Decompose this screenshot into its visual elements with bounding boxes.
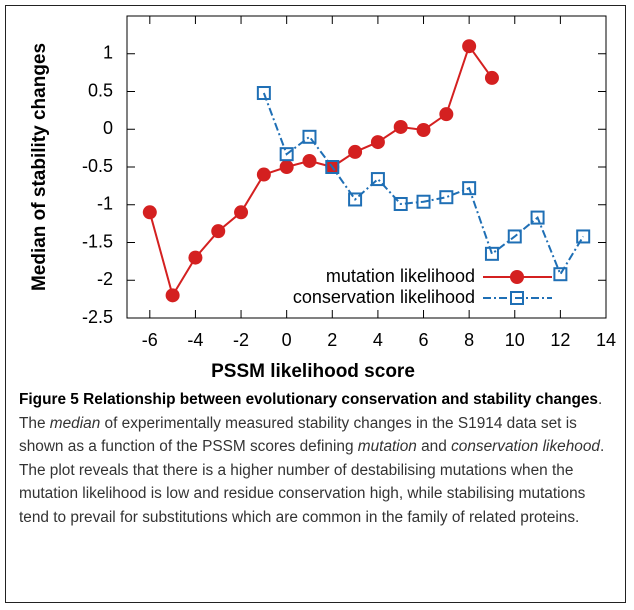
point [416, 123, 431, 138]
y-tick-label: -2 [97, 269, 113, 289]
y-tick-label: -1.5 [82, 231, 113, 251]
caption-text: mutation [357, 438, 417, 456]
point [484, 246, 499, 261]
x-tick-label: 8 [464, 330, 474, 350]
figure-frame [5, 5, 626, 603]
point [530, 210, 545, 225]
x-tick-label: 12 [550, 330, 570, 350]
point [325, 160, 340, 174]
y-tick-label: -2.5 [82, 307, 113, 327]
point [302, 129, 317, 144]
y-tick-label: 0 [103, 118, 113, 138]
point [439, 107, 454, 122]
point [188, 250, 203, 265]
legend-marker [510, 270, 524, 284]
y-tick-label: 0.5 [88, 80, 113, 100]
point [234, 205, 249, 220]
point [348, 144, 363, 159]
x-axis-label: PSSM likelihood score [211, 361, 415, 382]
caption-title: Figure 5 Relationship between evolutiona… [19, 391, 598, 408]
point [302, 153, 317, 168]
point [484, 70, 499, 85]
point [507, 229, 522, 244]
point [393, 196, 408, 211]
y-axis-label: Median of stability changes [29, 43, 50, 291]
point [211, 224, 226, 239]
point [393, 119, 408, 134]
point [165, 288, 180, 303]
caption-text: conservation likehood [451, 438, 600, 456]
x-tick-label: 4 [373, 330, 383, 350]
point [256, 167, 271, 182]
y-tick-label: -0.5 [82, 156, 113, 176]
caption: Figure 5 Relationship between evolutiona… [19, 388, 617, 530]
x-tick-label: -6 [142, 330, 158, 350]
caption-text: and [416, 438, 452, 456]
point [576, 229, 591, 244]
x-tick-label: 6 [419, 330, 429, 350]
point [462, 181, 477, 196]
point [256, 86, 271, 101]
caption-text: . The [19, 391, 603, 432]
series-line [262, 92, 585, 277]
legend-marker [510, 291, 524, 305]
x-tick-label: -4 [187, 330, 203, 350]
x-tick-label: 2 [327, 330, 337, 350]
point [370, 172, 385, 187]
chart: PSSM likelihood score Median of stabilit… [29, 15, 616, 382]
point [279, 160, 294, 174]
y-tick-label: 1 [103, 43, 113, 63]
x-tick-label: 0 [282, 330, 292, 350]
point [553, 267, 568, 282]
caption-text: of experimentally measured stability cha… [19, 414, 577, 456]
caption-text: . The plot reveals that there is a highe… [19, 438, 605, 526]
point [462, 39, 477, 54]
legend-label: conservation likelihood [293, 287, 475, 307]
x-tick-label: 14 [596, 330, 616, 350]
point [279, 147, 294, 162]
caption-text: median [49, 414, 101, 432]
point [142, 205, 157, 220]
x-tick-label: 10 [505, 330, 525, 350]
y-tick-label: -1 [97, 194, 113, 214]
x-tick-label: -2 [233, 330, 249, 350]
point [348, 192, 363, 207]
point [439, 190, 454, 205]
point [416, 194, 431, 209]
point [370, 135, 385, 150]
legend-label: mutation likelihood [326, 266, 475, 286]
series-line [148, 44, 493, 298]
